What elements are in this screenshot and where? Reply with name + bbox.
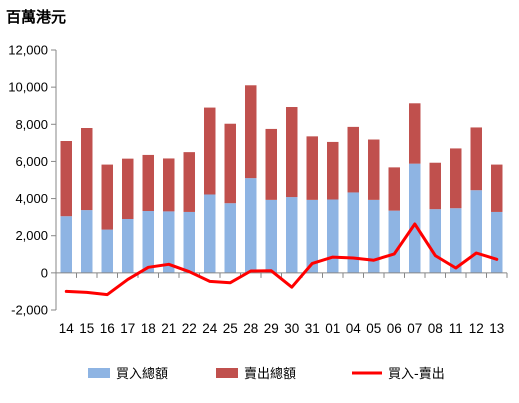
sell-total-bar bbox=[388, 167, 400, 211]
legend-label: 買入總額 bbox=[116, 366, 168, 382]
x-tick-labels: 14 15 16 17 18 21 22 24 25 28 29 30 31 01 04 05 06 07 08 11… bbox=[59, 321, 505, 336]
sell-total-bar bbox=[491, 164, 503, 212]
buy-total-bar bbox=[347, 192, 359, 273]
x-tick-label: 11 bbox=[449, 321, 463, 336]
buy-total-bar bbox=[122, 219, 134, 273]
sell-total-bar bbox=[368, 139, 380, 200]
buy-total-bar bbox=[245, 178, 257, 273]
sell-total-bar bbox=[286, 107, 298, 198]
sell-total-bar bbox=[265, 128, 277, 200]
sell-total-bar bbox=[470, 127, 482, 191]
buy-total-bar bbox=[368, 199, 380, 273]
net-line-series bbox=[64, 222, 499, 297]
sell-total-bar bbox=[429, 162, 441, 210]
buy-total-bar bbox=[81, 210, 93, 273]
x-tick-label: 21 bbox=[161, 321, 176, 336]
x-tick-label: 18 bbox=[141, 321, 156, 336]
sell-total-bar bbox=[409, 103, 421, 164]
x-tick-label: 07 bbox=[407, 321, 422, 336]
buy-total-bar bbox=[388, 210, 400, 273]
legend-swatch bbox=[216, 368, 238, 378]
x-tick-label: 15 bbox=[79, 321, 94, 336]
buy-total-bar bbox=[224, 203, 236, 273]
sell-total-bar bbox=[450, 148, 462, 209]
sell-total-bar bbox=[224, 123, 236, 204]
buy-total-bar bbox=[470, 190, 482, 273]
y-tick-label: 0 bbox=[41, 265, 48, 280]
x-tick-label: 17 bbox=[120, 321, 135, 336]
buy-total-bar bbox=[286, 197, 298, 273]
buy-total-bar bbox=[491, 211, 503, 273]
y-tick-label: 10,000 bbox=[8, 80, 48, 95]
y-tick-label: 12,000 bbox=[8, 43, 48, 58]
x-tick-label: 25 bbox=[223, 321, 238, 336]
buy-total-bar bbox=[204, 194, 216, 273]
buy-total-bar bbox=[183, 211, 195, 273]
y-tick-label: 2,000 bbox=[15, 228, 48, 243]
sell-total-bar bbox=[245, 85, 257, 179]
x-tick-label: 30 bbox=[284, 321, 299, 336]
x-tick-label: 12 bbox=[469, 321, 484, 336]
x-tick-label: 28 bbox=[243, 321, 258, 336]
y-tick-label: 4,000 bbox=[15, 191, 48, 206]
sell-total-bar bbox=[81, 128, 93, 211]
x-tick-label: 16 bbox=[100, 321, 115, 336]
x-tick-label: 05 bbox=[366, 321, 381, 336]
sell-total-bar bbox=[204, 107, 216, 195]
legend-label: 買入-賣出 bbox=[388, 367, 445, 382]
x-tick-label: 08 bbox=[428, 321, 443, 336]
sell-total-bar bbox=[183, 152, 195, 212]
sell-total-bar bbox=[60, 141, 72, 217]
y-tick-label: 8,000 bbox=[15, 117, 48, 132]
buy-total-bar bbox=[327, 199, 339, 273]
net-buy-sell-line bbox=[64, 222, 499, 297]
y-axis: -2,000 0 2,000 4,000 6,000 8,000 10,000 12,000 bbox=[8, 43, 57, 318]
y-tick-label: 6,000 bbox=[15, 154, 48, 169]
x-tick-label: 31 bbox=[305, 321, 320, 336]
x-tick-label: 06 bbox=[387, 321, 402, 336]
sell-total-bar bbox=[142, 154, 154, 212]
legend-label: 賣出總額 bbox=[244, 366, 296, 382]
sell-total-bar bbox=[163, 158, 175, 212]
buy-total-bar bbox=[163, 211, 175, 273]
buy-total-bar bbox=[101, 229, 113, 273]
bars bbox=[60, 85, 503, 273]
buy-total-bar bbox=[265, 199, 277, 273]
buy-total-bar bbox=[409, 163, 421, 273]
sell-total-bar bbox=[327, 141, 339, 200]
buy-total-bar bbox=[429, 209, 441, 273]
x-tick-label: 04 bbox=[346, 321, 362, 336]
sell-total-bar bbox=[306, 136, 318, 200]
buy-total-bar bbox=[450, 208, 462, 273]
buy-total-bar bbox=[60, 216, 72, 273]
sell-total-bar bbox=[122, 158, 134, 219]
x-tick-label: 22 bbox=[182, 321, 197, 336]
unit-label: 百萬港元 bbox=[6, 8, 66, 26]
buy-total-bar bbox=[306, 199, 318, 273]
x-tick-label: 13 bbox=[489, 321, 504, 336]
legend-swatch bbox=[88, 368, 110, 378]
legend: 買入總額 賣出總額 買入-賣出 bbox=[88, 366, 445, 382]
x-tick-label: 29 bbox=[264, 321, 279, 336]
buy-total-bar bbox=[142, 211, 154, 273]
x-tick-label: 24 bbox=[202, 321, 218, 336]
x-tick-label: 14 bbox=[59, 321, 75, 336]
sell-total-bar bbox=[101, 164, 113, 230]
x-tick-label: 01 bbox=[325, 321, 340, 336]
y-tick-label: -2,000 bbox=[11, 303, 48, 318]
sell-total-bar bbox=[347, 126, 359, 193]
